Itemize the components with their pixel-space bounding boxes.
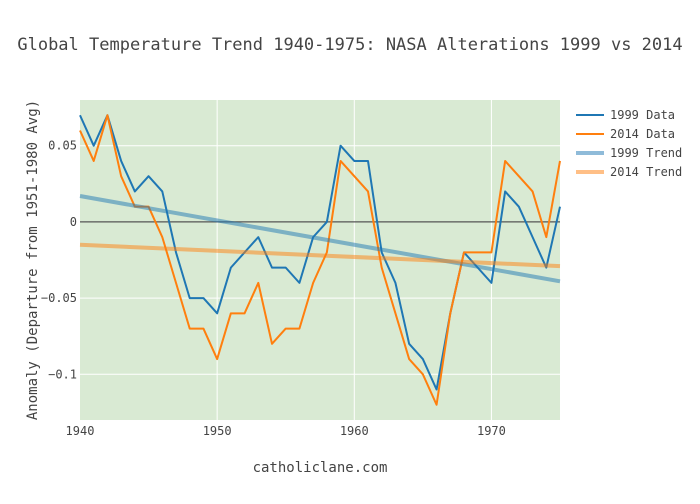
- y-tick-label: 0: [70, 215, 77, 229]
- legend-item-1999-data[interactable]: 1999 Data: [576, 108, 675, 122]
- legend[interactable]: 1999 Data 2014 Data 1999 Trend 2014 Trend: [576, 108, 682, 179]
- legend-label: 2014 Trend: [610, 165, 682, 179]
- plot-area: [80, 100, 560, 420]
- x-axis-ticks: 1940 1950 1960 1970: [66, 424, 506, 438]
- legend-item-2014-trend[interactable]: 2014 Trend: [576, 165, 682, 179]
- series-line-2014-trend: [79, 242, 561, 269]
- series-line-1999-trend: [79, 194, 561, 284]
- chart-title: Global Temperature Trend 1940-1975: NASA…: [17, 35, 682, 55]
- legend-item-2014-data[interactable]: 2014 Data: [576, 127, 675, 141]
- legend-label: 2014 Data: [610, 127, 675, 141]
- series-lines: [79, 114, 561, 406]
- y-tick-label: 0.05: [48, 139, 77, 153]
- y-axis-label: Anomaly (Departure from 1951-1980 Avg): [25, 100, 41, 420]
- gridlines: [80, 100, 560, 420]
- x-tick-label: 1940: [66, 424, 95, 438]
- x-tick-label: 1960: [340, 424, 369, 438]
- series-line-2014-data: [79, 114, 561, 406]
- legend-label: 1999 Trend: [610, 146, 682, 160]
- legend-item-1999-trend[interactable]: 1999 Trend: [576, 146, 682, 160]
- series-line-1999-data: [79, 114, 561, 391]
- y-tick-label: −0.1: [48, 367, 77, 381]
- y-tick-label: −0.05: [41, 291, 77, 305]
- x-axis-label: catholiclane.com: [253, 460, 388, 476]
- x-tick-label: 1970: [477, 424, 506, 438]
- x-tick-label: 1950: [203, 424, 232, 438]
- legend-label: 1999 Data: [610, 108, 675, 122]
- y-axis-ticks: 0.05 0 −0.05 −0.1: [41, 139, 77, 382]
